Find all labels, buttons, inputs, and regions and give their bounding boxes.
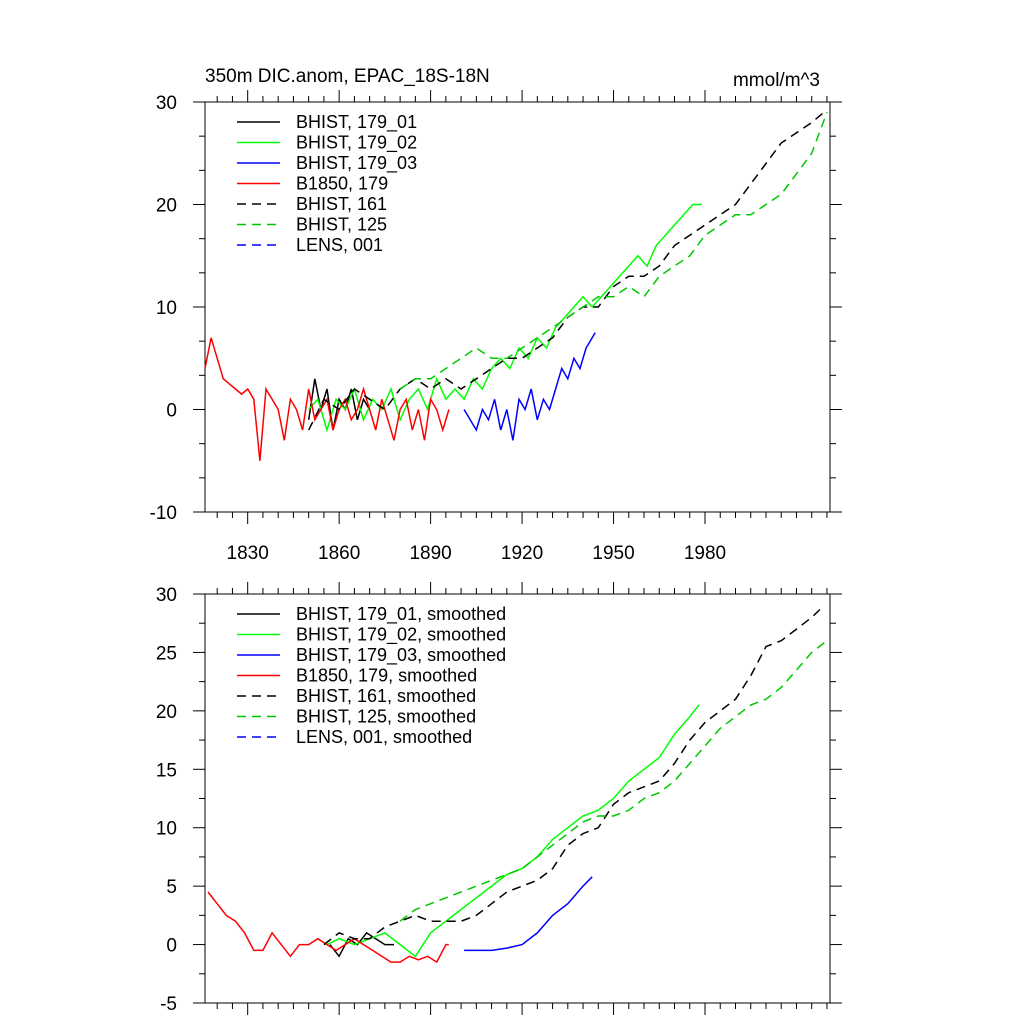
y-tick-label: 30 xyxy=(156,93,177,114)
legend-label: BHIST, 179_02 xyxy=(296,133,417,154)
x-tick-label: 1980 xyxy=(684,543,726,564)
series-line xyxy=(307,378,371,431)
y-tick-label: -5 xyxy=(160,994,177,1015)
units-label: mmol/m^3 xyxy=(733,70,820,91)
y-tick-label: 10 xyxy=(156,298,177,319)
legend-label: BHIST, 179_03 xyxy=(296,153,417,174)
legend-label: LENS, 001, smoothed xyxy=(296,727,472,747)
y-tick-label: 20 xyxy=(156,702,177,723)
series-line xyxy=(399,112,828,390)
y-tick-label: 20 xyxy=(156,196,177,217)
legend-label: BHIST, 161 xyxy=(296,194,387,214)
y-tick-label: 15 xyxy=(156,760,177,781)
series-line xyxy=(323,605,825,946)
top-panel: 1830 1860 1890 1920 1950 1980 -10 0 10 20 30 BHIST,… xyxy=(150,90,842,564)
series-line xyxy=(207,891,449,964)
x-tick-label: 1890 xyxy=(409,543,451,564)
series-line xyxy=(464,876,593,952)
legend-label: BHIST, 125, smoothed xyxy=(296,707,476,727)
legend-label: BHIST, 125 xyxy=(296,215,387,235)
legend-label: B1850, 179 xyxy=(296,174,388,194)
y-tick-label: 5 xyxy=(166,877,177,898)
series-line xyxy=(399,640,828,922)
legend-label: BHIST, 161, smoothed xyxy=(296,686,476,706)
series-line xyxy=(463,332,596,441)
legend-label: BHIST, 179_01 xyxy=(296,112,417,133)
legend-label: B1850, 179, smoothed xyxy=(296,666,477,686)
x-tick-label: 1950 xyxy=(592,543,634,564)
legend-label: BHIST, 179_02, smoothed xyxy=(296,625,506,646)
legend-label: BHIST, 179_01, smoothed xyxy=(296,604,506,625)
series-line xyxy=(329,931,394,958)
series-line xyxy=(204,337,450,461)
y-tick-label: -10 xyxy=(150,503,177,524)
y-tick-label: 30 xyxy=(156,585,177,606)
x-tick-label: 1830 xyxy=(227,543,269,564)
legend-label: LENS, 001 xyxy=(296,235,383,255)
y-tick-label: 10 xyxy=(156,819,177,840)
chart-title: 350m DIC.anom, EPAC_18S-18N xyxy=(205,66,490,87)
series-line xyxy=(308,203,702,433)
x-tick-label: 1920 xyxy=(501,543,543,564)
y-tick-label: 0 xyxy=(166,936,177,957)
legend-label: BHIST, 179_03, smoothed xyxy=(296,645,506,666)
y-tick-label: 25 xyxy=(156,643,177,664)
y-tick-label: 0 xyxy=(166,401,177,422)
x-tick-label: 1860 xyxy=(318,543,360,564)
